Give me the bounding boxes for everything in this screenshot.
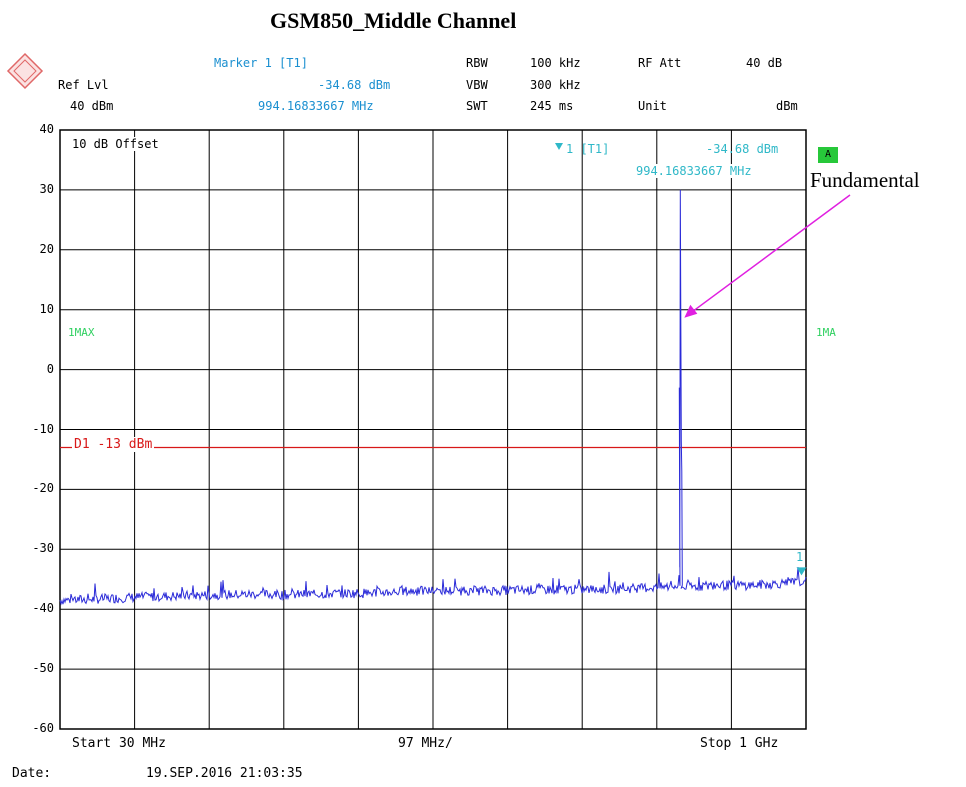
rf-att-label: RF Att	[638, 56, 682, 70]
x-center-label: 97 MHz/	[398, 736, 453, 751]
ref-level-value: 40 dBm	[70, 99, 114, 113]
marker-1-indicator-icon	[555, 143, 563, 150]
date-label: Date:	[12, 766, 52, 781]
offset-label: 10 dB Offset	[72, 137, 159, 151]
y-tick-label: -50	[32, 661, 54, 676]
y-tick-label: 30	[39, 181, 54, 196]
y-tick-label: 10	[39, 301, 54, 316]
fundamental-arrow-head	[684, 304, 698, 318]
y-tick-label: -40	[32, 601, 54, 616]
x-start-label: Start 30 MHz	[72, 736, 166, 751]
unit-label: Unit	[638, 99, 667, 113]
marker-level-readout: -34.68 dBm	[706, 142, 779, 156]
date-value: 19.SEP.2016 21:03:35	[146, 766, 303, 781]
rbw-value: 100 kHz	[530, 56, 581, 70]
marker-freq-readout: 994.16833667 MHz	[636, 164, 752, 178]
y-tick-label: -30	[32, 541, 54, 556]
trace-label-left: 1MAX	[68, 326, 95, 339]
marker-tag: 1 [T1]	[566, 142, 610, 156]
rf-att-value: 40 dB	[746, 56, 783, 70]
unit-value: dBm	[776, 99, 798, 113]
trace-label-right: 1MA	[816, 326, 836, 339]
y-tick-label: -20	[32, 481, 54, 496]
y-tick-label: 40	[39, 122, 54, 136]
trace-1max	[59, 189, 807, 606]
rbw-label: RBW	[466, 56, 488, 70]
fundamental-arrow	[691, 194, 851, 313]
vbw-label: VBW	[466, 78, 488, 92]
swt-value: 245 ms	[530, 99, 574, 113]
limit-line-label: D1 -13 dBm	[72, 437, 155, 452]
rohde-schwarz-logo	[6, 52, 44, 90]
ref-level-label: Ref Lvl	[58, 78, 109, 92]
x-stop-label: Stop 1 GHz	[700, 736, 779, 751]
marker-number: 1	[796, 550, 804, 564]
trace-a-badge: A	[818, 147, 838, 163]
marker-1-triangle	[796, 567, 807, 576]
chart-title: GSM850_Middle Channel	[270, 8, 517, 33]
fundamental-annotation: Fundamental	[810, 168, 920, 192]
y-tick-label: -10	[32, 421, 54, 436]
y-tick-label: -60	[32, 721, 54, 735]
marker-header-freq: 994.16833667 MHz	[258, 99, 374, 113]
y-tick-label: 20	[39, 241, 54, 256]
vbw-value: 300 kHz	[530, 78, 581, 92]
marker-header-label: Marker 1 [T1]	[214, 56, 308, 70]
y-tick-label: 0	[46, 361, 54, 376]
swt-label: SWT	[466, 99, 488, 113]
marker-header-level: -34.68 dBm	[318, 78, 391, 92]
plot-grid	[59, 129, 807, 730]
